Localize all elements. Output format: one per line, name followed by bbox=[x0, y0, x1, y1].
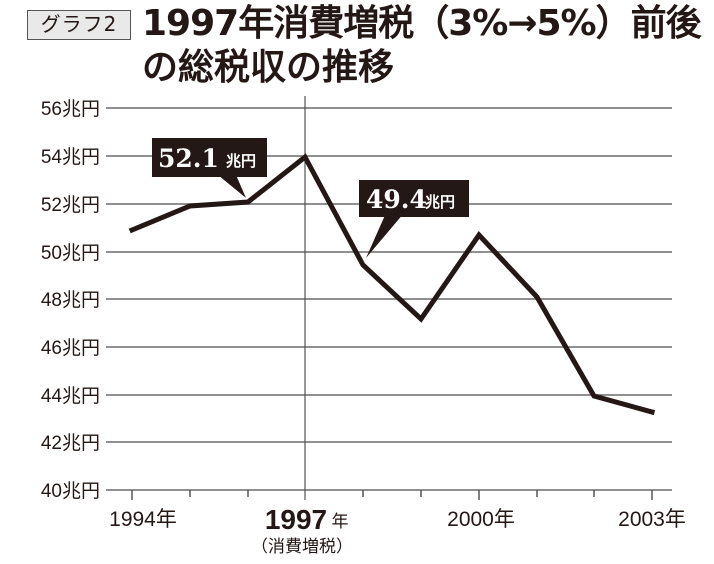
tax-revenue-line bbox=[128, 153, 656, 416]
y-tick-46: 46兆円 bbox=[41, 337, 100, 359]
gridlines bbox=[106, 107, 672, 491]
y-tick-44: 44兆円 bbox=[41, 385, 100, 407]
callout-52-1: 52.1 兆円 bbox=[152, 138, 267, 198]
y-tick-42: 42兆円 bbox=[41, 432, 100, 454]
x-label-1994: 1994年 bbox=[109, 508, 177, 531]
y-tick-50: 50兆円 bbox=[41, 242, 100, 264]
y-tick-40: 40兆円 bbox=[41, 480, 100, 502]
x-ticks bbox=[131, 490, 653, 500]
y-tick-52: 52兆円 bbox=[41, 194, 100, 216]
x-label-2003: 2003年 bbox=[618, 508, 686, 531]
chart-tag-label: グラフ2 bbox=[27, 10, 131, 40]
x-axis-labels: 1994年 1997 年 （消費増税） 2000年 2003年 bbox=[109, 504, 686, 556]
y-tick-48: 48兆円 bbox=[41, 289, 100, 311]
y-tick-54: 54兆円 bbox=[41, 146, 100, 168]
y-axis-labels: 56兆円 54兆円 52兆円 50兆円 48兆円 46兆円 44兆円 42兆円 … bbox=[41, 98, 100, 502]
x-label-1997-unit: 年 bbox=[332, 512, 349, 531]
callout-value: 52.1 bbox=[158, 144, 219, 173]
x-label-1997-note: （消費増税） bbox=[251, 537, 353, 556]
callout-unit: 兆円 bbox=[226, 152, 256, 170]
callout-49-4: 49.4 兆円 bbox=[359, 180, 469, 258]
callout-value: 49.4 bbox=[366, 185, 427, 214]
chart-title-line2: の総税収の推移 bbox=[142, 47, 395, 88]
callout-unit: 兆円 bbox=[425, 193, 455, 211]
chart-title-line1: 1997年消費増税（3%→5%）前後 bbox=[142, 3, 702, 44]
x-label-2000: 2000年 bbox=[447, 508, 515, 531]
y-tick-56: 56兆円 bbox=[41, 98, 100, 120]
x-label-1997: 1997 bbox=[265, 504, 327, 535]
